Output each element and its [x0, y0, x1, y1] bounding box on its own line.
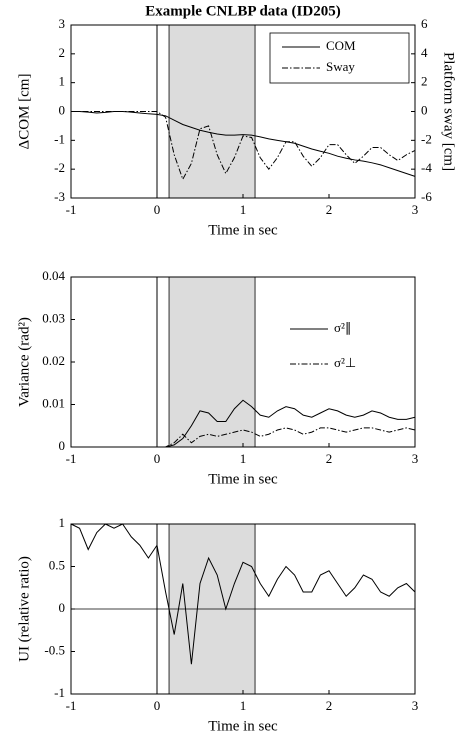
y-tick-label: 1 — [59, 515, 66, 530]
y2-axis-label: Platform sway [cm] — [441, 52, 457, 171]
x-tick-label: 3 — [412, 698, 419, 713]
x-tick-label: 1 — [240, 451, 247, 466]
x-tick-label: 0 — [154, 451, 161, 466]
y-tick-label: 0 — [59, 600, 66, 615]
x-tick-label: 1 — [240, 202, 247, 217]
x-tick-label: 3 — [412, 451, 419, 466]
x-tick-label: 2 — [326, 202, 333, 217]
y-tick-label: -1 — [54, 131, 65, 146]
y2-tick-label: 4 — [421, 45, 428, 60]
y-tick-label: 2 — [59, 45, 66, 60]
series-line — [71, 111, 416, 181]
y2-tick-label: -4 — [421, 160, 432, 175]
legend-box — [269, 32, 410, 84]
y-tick-label: 1 — [59, 74, 66, 89]
y-tick-label: -1 — [54, 685, 65, 700]
y2-tick-label: 6 — [421, 16, 428, 31]
y-tick-label: 0.5 — [49, 557, 65, 572]
y-tick-label: 0.04 — [42, 268, 65, 283]
y2-tick-label: 0 — [421, 102, 428, 117]
y-axis-label: UI (relative ratio) — [16, 556, 32, 662]
y-tick-label: -0.5 — [44, 642, 65, 657]
y-tick-label: -3 — [54, 189, 65, 204]
x-tick-label: 0 — [154, 698, 161, 713]
series-line — [71, 427, 416, 448]
y2-tick-label: 2 — [421, 74, 428, 89]
legend-label: COM — [326, 38, 356, 53]
x-axis-label: Time in sec — [208, 471, 278, 487]
chart-title: Example CNLBP data (ID205) — [145, 3, 340, 19]
y-tick-label: 0 — [59, 102, 66, 117]
legend-label: σ²∥ — [334, 320, 351, 335]
x-tick-label: -1 — [66, 202, 77, 217]
x-tick-label: 2 — [326, 451, 333, 466]
x-tick-label: 2 — [326, 698, 333, 713]
y-tick-label: 0.02 — [42, 353, 65, 368]
legend-label: Sway — [326, 59, 355, 74]
x-tick-label: 0 — [154, 202, 161, 217]
y2-tick-label: -6 — [421, 189, 432, 204]
series-line — [70, 523, 416, 665]
y-tick-label: 0.01 — [42, 395, 65, 410]
x-axis-label: Time in sec — [208, 718, 278, 734]
x-tick-label: -1 — [66, 698, 77, 713]
y-axis-label: ΔCOM [cm] — [16, 74, 32, 150]
y-axis-label: Variance (rad²) — [16, 317, 32, 407]
x-axis-label: Time in sec — [208, 222, 278, 238]
y-tick-label: 0 — [59, 438, 66, 453]
y-tick-label: 0.03 — [42, 310, 65, 325]
legend-label: σ²⊥ — [334, 355, 356, 370]
stimulus-span — [168, 24, 256, 199]
y-tick-label: 3 — [59, 16, 66, 31]
series-line — [71, 111, 416, 177]
y2-tick-label: -2 — [421, 131, 432, 146]
x-tick-label: -1 — [66, 451, 77, 466]
stimulus-span — [168, 276, 256, 448]
y-tick-label: -2 — [54, 160, 65, 175]
x-tick-label: 3 — [412, 202, 419, 217]
x-tick-label: 1 — [240, 698, 247, 713]
